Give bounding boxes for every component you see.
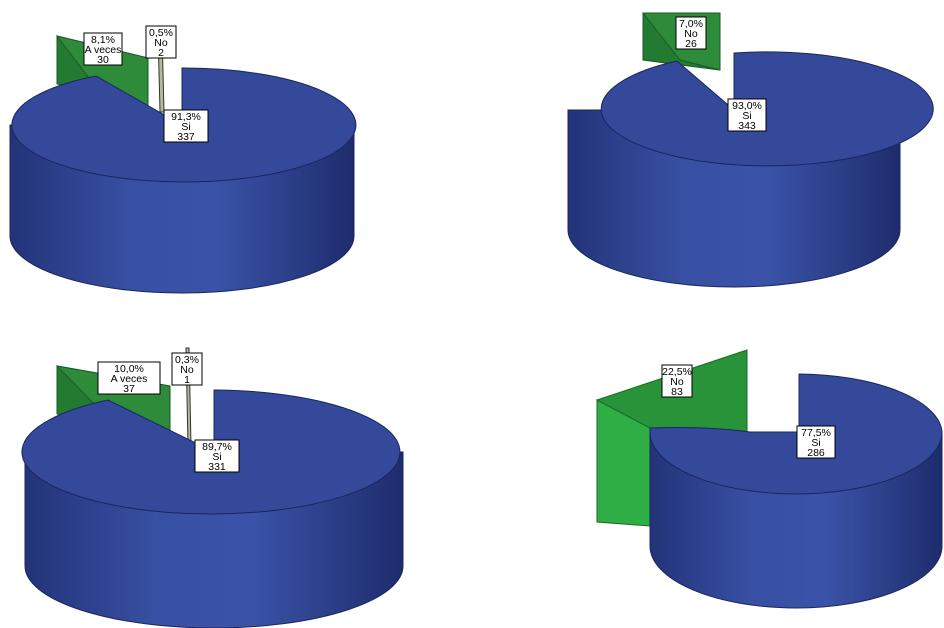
pie2-no-name: No bbox=[684, 28, 698, 40]
pie4-si-name: Si bbox=[811, 437, 820, 449]
pie2-si-name: Si bbox=[742, 110, 751, 122]
pie3-label-no: 0,3% No 1 bbox=[171, 352, 203, 386]
pie4-label-no: 22,5% No 83 bbox=[661, 364, 693, 398]
pie1-label-a-veces: 8,1% A veces 30 bbox=[83, 32, 123, 66]
pie1-si-count: 337 bbox=[177, 131, 195, 143]
pie-chart-2: 7,0% No 26 93,0% Si 343 bbox=[567, 12, 934, 288]
pie2-si-percent: 93,0% bbox=[732, 100, 762, 112]
pie-chart-4: 22,5% No 83 77,5% Si 286 bbox=[595, 349, 943, 609]
pie1-si-percent: 91,3% bbox=[171, 111, 201, 123]
pie2-slice-si bbox=[600, 51, 934, 167]
pie3-label-a-veces: 10,0% A veces 37 bbox=[97, 361, 161, 395]
pie4-no-percent: 22,5% bbox=[662, 366, 692, 378]
pie4-no-count: 83 bbox=[671, 386, 683, 398]
pie3-a-veces-percent: 10,0% bbox=[114, 363, 144, 375]
pie2-label-no: 7,0% No 26 bbox=[675, 16, 707, 50]
pie2-si-count: 343 bbox=[738, 120, 756, 132]
pie-chart-3: 10,0% A veces 37 0,3% No 1 89,7% Si 331 bbox=[21, 347, 404, 628]
pie4-label-si: 77,5% Si 286 bbox=[796, 425, 836, 459]
pie1-a-veces-percent: 8,1% bbox=[91, 34, 115, 46]
pie-chart-1: 8,1% A veces 30 0,5% No 2 91,3% Si 337 bbox=[9, 25, 357, 294]
pie3-si-name: Si bbox=[212, 451, 221, 463]
pie2-no-count: 26 bbox=[685, 38, 697, 50]
pie3-no-percent: 0,3% bbox=[175, 354, 199, 366]
pie2-no-percent: 7,0% bbox=[679, 18, 703, 30]
pie1-no-name: No bbox=[154, 37, 168, 49]
pie2-label-si: 93,0% Si 343 bbox=[727, 98, 767, 132]
pie1-si-name: Si bbox=[181, 121, 190, 133]
pie1-a-veces-count: 30 bbox=[97, 54, 109, 66]
pie1-label-si: 91,3% Si 337 bbox=[163, 109, 209, 143]
pie4-slice-si bbox=[649, 373, 943, 495]
pie3-label-si: 89,7% Si 331 bbox=[194, 439, 240, 473]
pie1-no-percent: 0,5% bbox=[149, 27, 173, 39]
pie3-a-veces-count: 37 bbox=[123, 383, 135, 395]
pie4-no-name: No bbox=[670, 376, 684, 388]
pie1-label-no: 0,5% No 2 bbox=[145, 25, 177, 59]
pie3-a-veces-name: A veces bbox=[111, 373, 148, 385]
pie3-no-count: 1 bbox=[184, 374, 190, 386]
pie3-no-name: No bbox=[180, 364, 194, 376]
pie3-si-percent: 89,7% bbox=[202, 441, 232, 453]
pie3-si-count: 331 bbox=[208, 461, 226, 473]
pie1-a-veces-name: A veces bbox=[85, 44, 122, 56]
pie4-si-percent: 77,5% bbox=[801, 427, 831, 439]
pie1-no-count: 2 bbox=[158, 47, 164, 59]
pie4-si-count: 286 bbox=[807, 447, 825, 459]
